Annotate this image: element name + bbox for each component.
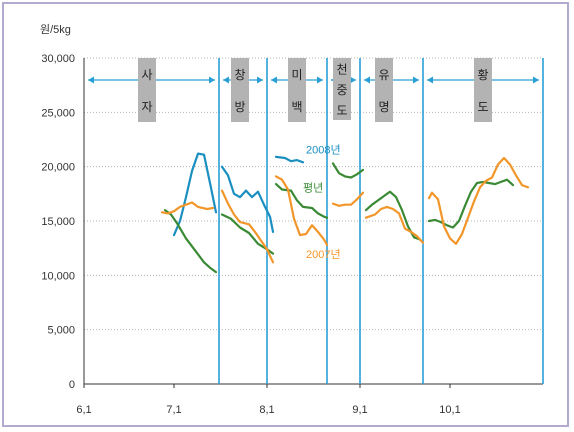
period-label-char: 도 — [477, 100, 488, 114]
y-tick-label: 10,000 — [41, 270, 75, 282]
series-label: 2007년 — [306, 248, 341, 261]
series-line — [274, 155, 305, 164]
period-label-char: 미 — [291, 68, 302, 82]
period-label-char: 사 — [141, 68, 152, 82]
arrowhead-right — [533, 76, 539, 84]
arrowhead-left — [427, 76, 433, 84]
series-line — [172, 152, 218, 237]
period-label-box — [375, 58, 393, 122]
period-label-char: 유 — [378, 68, 389, 82]
period-label-box — [288, 58, 306, 122]
x-tick-label: 7,1 — [166, 404, 181, 416]
period-label-char: 창 — [234, 68, 245, 82]
period-label-char: 천 — [336, 61, 347, 76]
period-label-box — [474, 58, 492, 122]
series-line — [427, 156, 530, 245]
y-tick-label: 25,000 — [41, 107, 75, 119]
series-line — [274, 183, 329, 219]
arrowhead-right — [413, 76, 419, 84]
arrowhead-right — [209, 76, 215, 84]
series-line — [163, 209, 218, 274]
series-line — [331, 191, 365, 207]
arrowhead-left — [223, 76, 229, 84]
arrowhead-left — [364, 76, 370, 84]
y-tick-label: 5,000 — [47, 325, 75, 337]
period-label-char: 백 — [291, 100, 302, 114]
series-label: 2008년 — [306, 144, 341, 157]
series-line — [274, 175, 329, 246]
series-line — [160, 201, 215, 215]
series-line — [331, 162, 365, 179]
series-label: 평년 — [303, 182, 323, 195]
period-label-box — [138, 58, 156, 122]
series-line — [364, 205, 425, 244]
period-label-char: 자 — [141, 100, 152, 114]
y-tick-label: 30,000 — [41, 53, 75, 65]
series-line — [220, 189, 275, 264]
period-label-char: 중 — [336, 83, 347, 97]
y-tick-label: 15,000 — [41, 216, 75, 228]
arrowhead-right — [317, 76, 323, 84]
y-tick-label: 0 — [69, 379, 75, 391]
period-label-box — [333, 58, 351, 120]
period-label-char: 명 — [378, 100, 389, 114]
y-unit-label: 원/5kg — [40, 23, 71, 36]
x-tick-label: 6,1 — [76, 404, 91, 416]
x-tick-label: 10,1 — [439, 404, 460, 416]
y-tick-label: 20,000 — [41, 162, 75, 174]
series-line — [220, 165, 275, 233]
period-label-box — [231, 58, 249, 122]
arrowhead-left — [88, 76, 94, 84]
period-label-char: 황 — [477, 68, 488, 82]
period-label-char: 도 — [336, 104, 347, 118]
x-tick-label: 8,1 — [259, 404, 274, 416]
arrowhead-left — [271, 76, 277, 84]
period-label-char: 방 — [234, 100, 245, 114]
x-tick-label: 9,1 — [352, 404, 367, 416]
arrowhead-right — [257, 76, 263, 84]
arrowhead-right — [350, 76, 356, 84]
